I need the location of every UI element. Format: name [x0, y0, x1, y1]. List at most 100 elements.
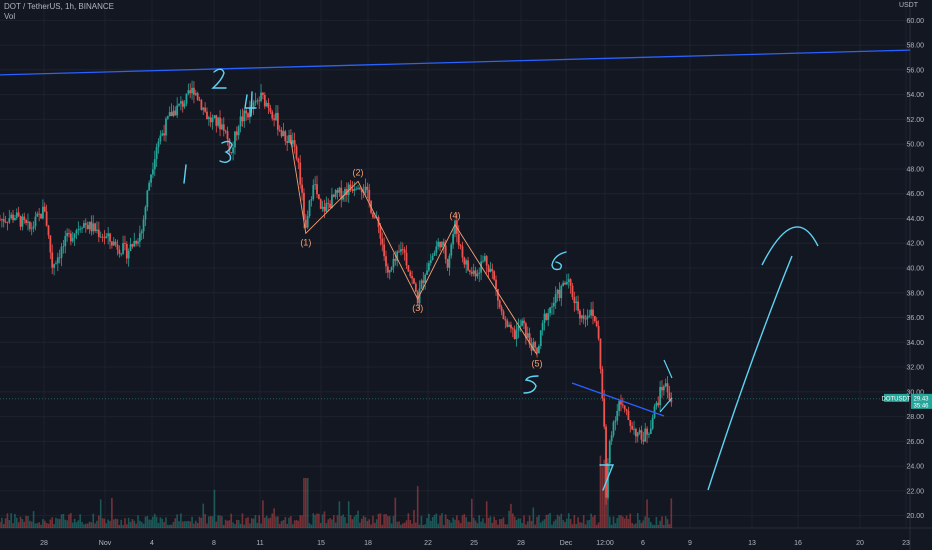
candle-body [138, 233, 141, 242]
candle-body [448, 255, 451, 268]
volume-bar [631, 523, 633, 528]
volume-bar [306, 478, 309, 528]
candle-body [284, 131, 287, 142]
y-tick-label: 46.00 [906, 191, 924, 198]
candle-body [265, 102, 268, 107]
volume-bar [461, 515, 464, 528]
volume-bar [200, 517, 203, 528]
volume-bar [368, 519, 371, 528]
candle-body [493, 271, 496, 280]
volume-bar [29, 520, 31, 528]
candle-body [316, 184, 318, 195]
volume-bar [310, 524, 313, 528]
candle-body [454, 220, 456, 235]
volume-bar [282, 519, 285, 528]
candle-body [159, 135, 162, 142]
candle-body [483, 256, 486, 261]
candle-body [234, 131, 236, 148]
volume-bar [325, 523, 328, 528]
candle-body [152, 169, 154, 175]
candle-body [379, 227, 382, 239]
volume-bar [465, 517, 467, 528]
candle-body [291, 140, 294, 144]
candle-body [396, 251, 399, 261]
volume-bar [206, 523, 208, 528]
candle-body [194, 93, 197, 95]
candle-body [34, 216, 37, 227]
candle-body [308, 200, 311, 217]
volume-bar [353, 516, 356, 528]
candle-body [77, 229, 80, 231]
x-tick-label: 8 [212, 540, 216, 547]
candle-body [625, 409, 628, 411]
volume-bar [553, 521, 555, 528]
candle-body [27, 221, 29, 223]
volume-bar [491, 522, 494, 528]
volume-bar [588, 519, 591, 528]
volume-bar [211, 516, 214, 528]
candle-body [614, 420, 617, 423]
candle-body [510, 324, 512, 329]
handwritten-mark [659, 359, 673, 413]
candle-body [228, 139, 231, 153]
candle-body [422, 280, 425, 283]
projection-curve [707, 255, 793, 491]
candle-body [23, 216, 26, 220]
candle-body [278, 129, 281, 131]
volume-bar [608, 516, 611, 528]
candle-body [133, 240, 136, 247]
symbol-tag-text: DOTUSDT [882, 396, 911, 402]
candle-body [41, 206, 44, 219]
candle-body [474, 270, 477, 277]
x-tick-label: 6 [641, 540, 645, 547]
volume-bar [126, 524, 128, 528]
volume-bar [390, 523, 393, 528]
candle-body [293, 140, 296, 147]
candle-body [191, 87, 193, 94]
volume-bar [657, 524, 660, 528]
volume-bar [567, 513, 570, 528]
candle-body [53, 264, 55, 268]
volume-bar [331, 519, 333, 528]
candle-body [55, 263, 57, 265]
volume-bar [433, 514, 436, 528]
symbol-tag [884, 393, 909, 402]
volume-bar [364, 517, 367, 528]
x-tick-label: 28 [517, 540, 525, 547]
y-tick-label: 40.00 [906, 266, 924, 273]
candle-body [168, 112, 171, 117]
price-tag-countdown: 35:46 [913, 403, 929, 409]
volume-bar [435, 513, 438, 528]
candle-body [314, 184, 317, 186]
volume-bar [459, 523, 462, 528]
volume-bar [1, 517, 3, 528]
candle-body [482, 260, 484, 262]
candle-body [500, 307, 503, 312]
volume-bar [58, 519, 61, 528]
volume-bar [183, 521, 186, 528]
volume-bar [103, 518, 106, 528]
volume-bar [297, 520, 300, 528]
candle-body [105, 236, 108, 238]
volume-bar [664, 516, 667, 528]
volume-bar [131, 519, 134, 528]
candle-body [280, 130, 283, 137]
elliott-wave-line [290, 140, 538, 355]
volume-bar [340, 515, 343, 528]
x-tick-label: 12:00 [596, 540, 614, 547]
volume-bar [181, 521, 184, 528]
y-tick-label: 22.00 [906, 488, 924, 495]
candle-body [187, 90, 190, 94]
candle-body [297, 158, 300, 163]
volume-bar [308, 523, 311, 528]
volume-bar [444, 514, 447, 528]
candle-body [170, 112, 173, 117]
candle-body [230, 152, 233, 153]
volume-bar [612, 516, 615, 528]
volume-bar [351, 519, 354, 528]
volume-bar [560, 513, 563, 528]
candle-body [513, 329, 516, 340]
volume-bar [293, 520, 296, 528]
